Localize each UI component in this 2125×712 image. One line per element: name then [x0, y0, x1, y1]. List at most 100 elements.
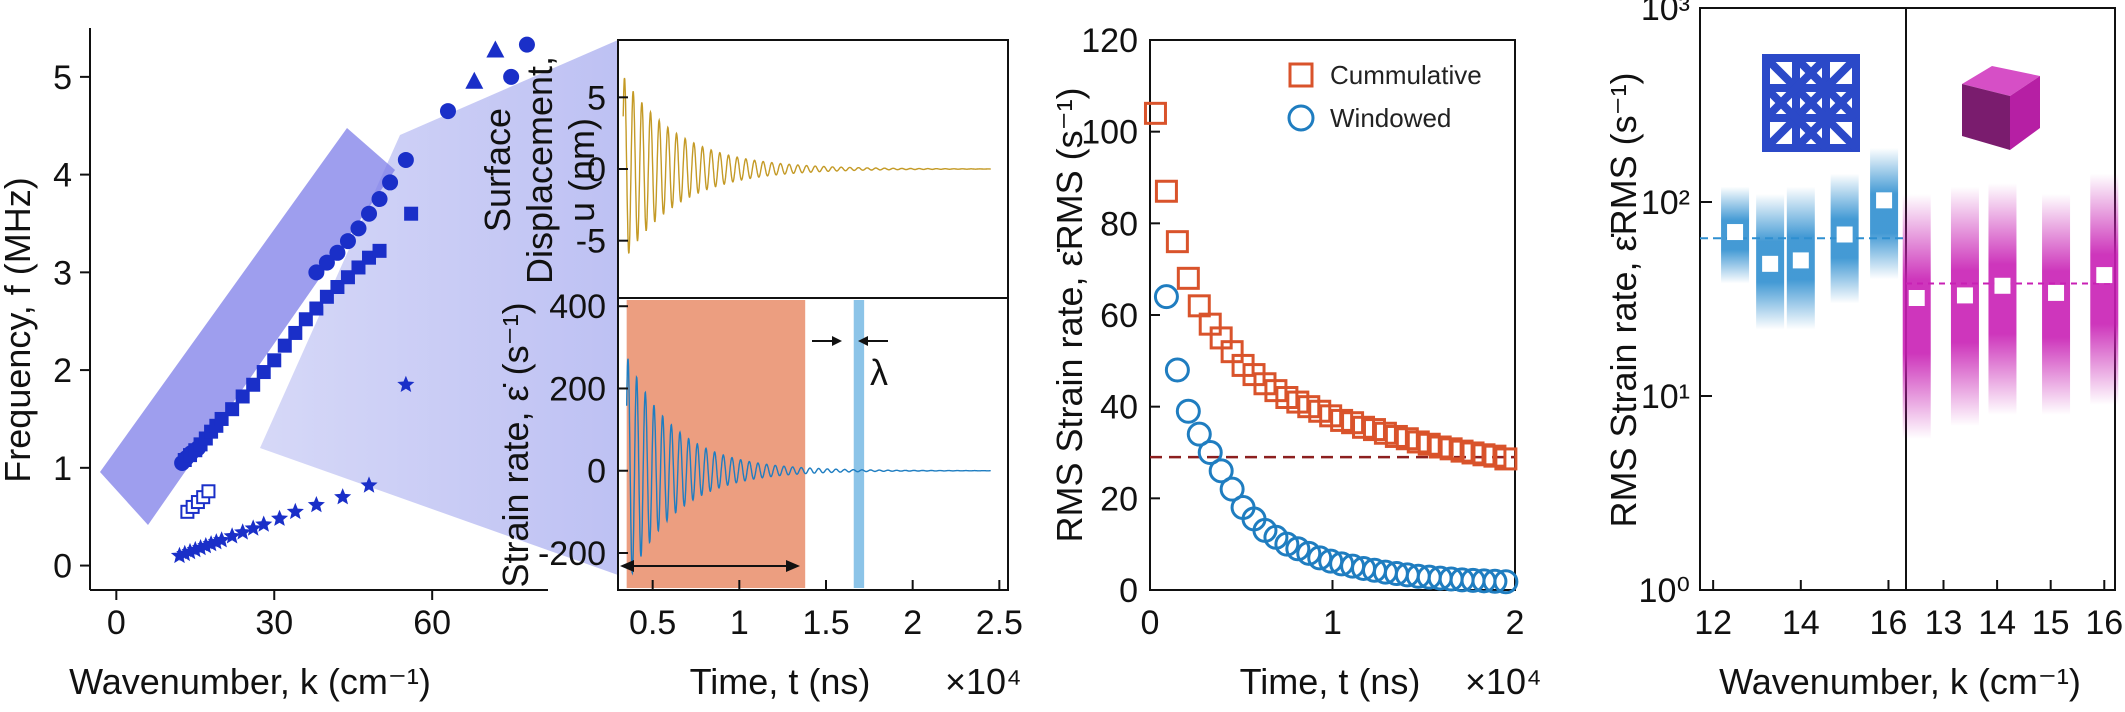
left-range-bar — [1870, 147, 1899, 280]
cube-icon-right — [2010, 76, 2040, 150]
lambda-arrow-right-head — [858, 336, 868, 346]
windowed-point — [1208, 458, 1234, 484]
star-point — [286, 502, 304, 520]
windowed-point — [1274, 531, 1300, 557]
windowed-point — [1296, 540, 1322, 566]
top-y-label-line-1: Surface — [477, 108, 518, 232]
circle-point — [371, 191, 388, 208]
square-point — [235, 389, 250, 404]
y-tick-label: 0 — [53, 548, 72, 586]
panel-b: 5 0 -5 400 200 0 -200 0.5 1 1.5 2 2.5 λ Time, t (ns… — [477, 39, 1023, 702]
left-mean-marker — [1762, 255, 1779, 272]
top-y-tick-label: -5 — [576, 223, 606, 261]
x-tick-label: 2 — [903, 604, 922, 642]
legend-label-cummulative: Cummulative — [1330, 60, 1482, 90]
x-tick-label-left: 12 — [1694, 604, 1732, 642]
circle-point — [503, 68, 520, 85]
lambda-label: λ — [870, 352, 888, 393]
lambda-band — [853, 300, 865, 588]
cube-icon — [1962, 66, 2040, 150]
square-point — [225, 402, 240, 417]
cummulative-point — [1154, 179, 1178, 203]
lattice-icon-line — [1763, 55, 1829, 121]
x-tick-label: 2.5 — [976, 604, 1023, 642]
x-tick-label-right: 15 — [2032, 604, 2070, 642]
square-point — [214, 411, 229, 426]
highlight-band — [100, 128, 395, 525]
x-tick-label: 0.5 — [629, 604, 676, 642]
cummulative-point — [1165, 230, 1189, 254]
top-y-label-line-2: Displacement, — [519, 56, 560, 284]
y-tick-label: 10³ — [1641, 0, 1690, 28]
left-mean-marker — [1836, 226, 1853, 243]
square-point — [288, 325, 303, 340]
x-scale-label: ×10⁴ — [1465, 661, 1542, 702]
x-tick-label: 2 — [1506, 604, 1525, 642]
star-point — [234, 523, 252, 540]
square-point — [404, 206, 419, 221]
windowed-point — [1493, 569, 1519, 595]
top-y-tick-label: 0 — [587, 151, 606, 189]
x-tick-label: 1 — [1323, 604, 1342, 642]
y-tick-label: 10¹ — [1641, 378, 1690, 416]
y-tick-label: 0 — [1119, 572, 1138, 610]
star-point — [271, 509, 289, 526]
star-point — [397, 375, 415, 392]
circle-point — [439, 103, 456, 120]
lattice-icon-line — [1763, 55, 1859, 151]
circle-point — [397, 151, 414, 168]
open-square-point — [201, 484, 216, 499]
circle-point — [318, 254, 335, 271]
x-axis-label: Time, t (ns) — [690, 661, 871, 702]
star-point — [213, 531, 231, 548]
top-y-tick-label: 5 — [587, 79, 606, 117]
star-point — [360, 476, 378, 493]
windowed-point — [1186, 421, 1212, 447]
x-tick-label: 60 — [413, 604, 451, 642]
y-tick-label: 5 — [53, 59, 72, 97]
zoom-funnel — [260, 40, 618, 575]
window-arrow-tail — [620, 560, 634, 572]
lambda-arrow-left-head — [832, 336, 842, 346]
star-point — [202, 535, 220, 552]
star-point — [170, 546, 189, 564]
strain-rate-line — [626, 358, 991, 576]
circle-point — [308, 264, 325, 281]
y-tick-label: 2 — [53, 352, 72, 390]
star-point — [307, 496, 325, 513]
panel-d: 10⁰ 10¹ 10² 10³ 12 14 16 13 14 15 16 Wavenumber, k… — [1603, 0, 2123, 702]
square-point — [351, 260, 366, 275]
star-point — [176, 544, 194, 562]
right-range-bar — [2042, 193, 2071, 415]
legend-label-windowed: Windowed — [1330, 103, 1451, 133]
x-tick-label: 1.5 — [802, 604, 849, 642]
panel-a: 0 30 60 0 1 2 3 4 5 Wavenumber, k (cm⁻¹) Frequen… — [0, 28, 548, 702]
x-axis-label: Wavenumber, k (cm⁻¹) — [1719, 661, 2081, 702]
x-axis-label: Time, t (ns) — [1240, 661, 1421, 702]
cube-icon-left — [1962, 84, 2010, 150]
star-point — [334, 488, 352, 505]
star-point — [197, 537, 215, 554]
left-mean-marker — [1727, 224, 1744, 241]
y-axis-label: RMS Strain rate, ε̇RMS (s⁻¹) — [1603, 72, 1644, 527]
bottom-y-tick-label: 200 — [549, 370, 606, 408]
x-tick-label: 30 — [255, 604, 293, 642]
x-tick-label: 1 — [730, 604, 749, 642]
legend: Cummulative Windowed — [1287, 60, 1482, 133]
cummulative-point — [1143, 101, 1167, 125]
circle-point — [339, 233, 356, 250]
cube-icon-top — [1962, 66, 2040, 96]
y-tick-label: 100 — [1081, 114, 1138, 152]
windowed-point — [1482, 568, 1508, 594]
star-point — [186, 540, 204, 558]
bottom-y-tick-label: 0 — [587, 453, 606, 491]
windowed-point — [1197, 440, 1223, 465]
right-range-bar — [1988, 183, 2017, 415]
x-tick-label-left: 14 — [1782, 604, 1820, 642]
square-point — [256, 365, 271, 380]
star-point — [207, 533, 225, 550]
left-mean-marker — [1876, 192, 1893, 209]
star-point — [223, 527, 241, 544]
